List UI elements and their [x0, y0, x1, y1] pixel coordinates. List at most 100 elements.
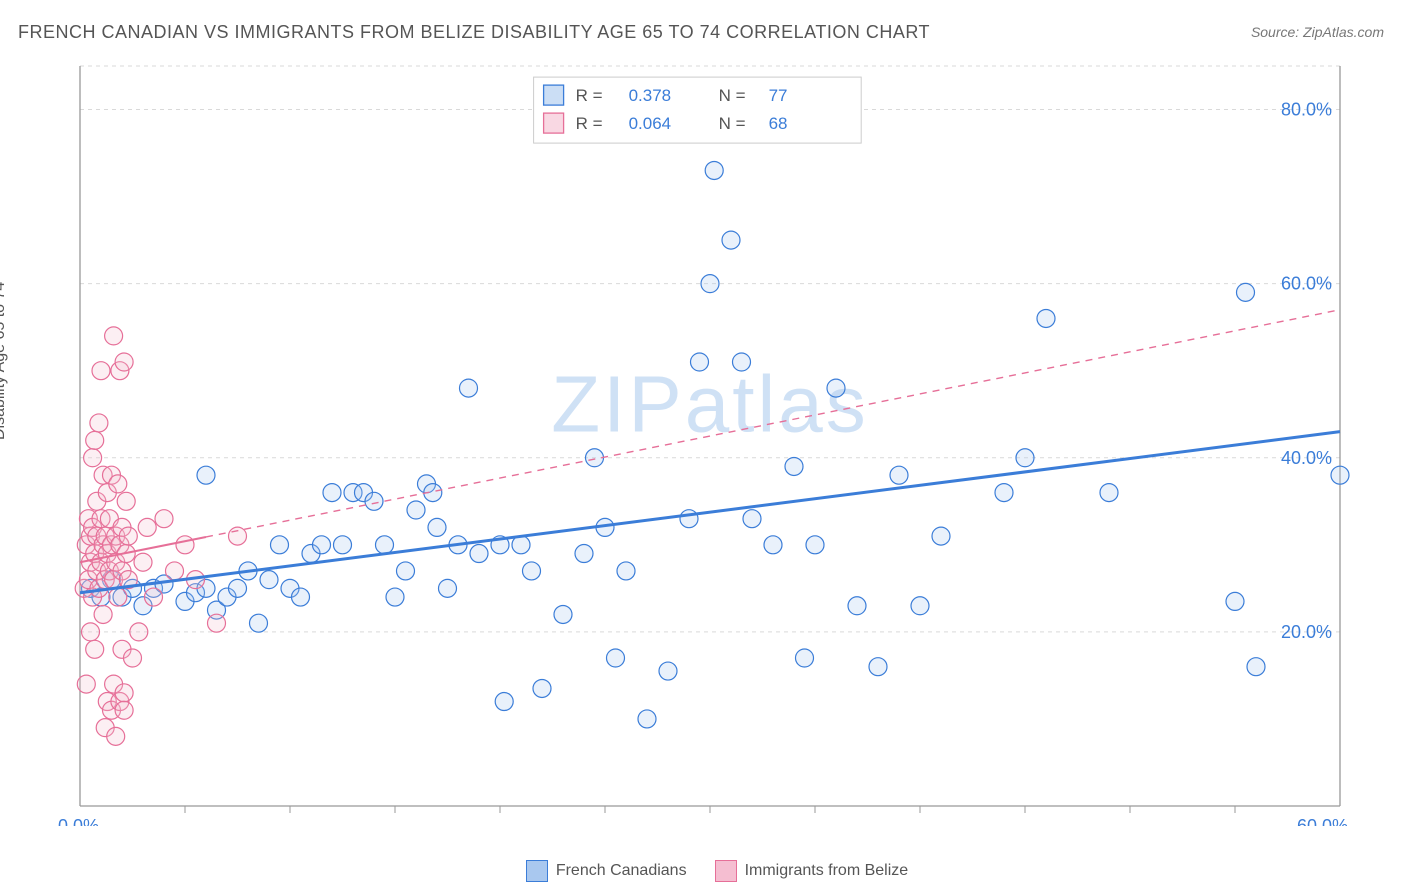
data-point — [386, 588, 404, 606]
data-point — [659, 662, 677, 680]
source-attribution: Source: ZipAtlas.com — [1251, 24, 1384, 40]
data-point — [869, 658, 887, 676]
data-point — [617, 562, 635, 580]
legend-swatch — [544, 113, 564, 133]
data-point — [607, 649, 625, 667]
watermark: ZIPatlas — [551, 360, 868, 449]
svg-text:0.378: 0.378 — [629, 86, 672, 105]
data-point — [155, 510, 173, 528]
data-point — [995, 484, 1013, 502]
svg-text:R =: R = — [576, 114, 603, 133]
data-point — [1247, 658, 1265, 676]
data-point — [1226, 592, 1244, 610]
data-point — [109, 588, 127, 606]
data-point — [638, 710, 656, 728]
data-point — [105, 327, 123, 345]
data-point — [1331, 466, 1349, 484]
x-tick-label: 0.0% — [58, 816, 99, 826]
legend-swatch — [526, 860, 548, 882]
legend-swatch — [544, 85, 564, 105]
data-point — [271, 536, 289, 554]
data-point — [932, 527, 950, 545]
legend-label: French Canadians — [556, 862, 687, 879]
data-point — [691, 353, 709, 371]
data-point — [208, 614, 226, 632]
data-point — [334, 536, 352, 554]
data-point — [397, 562, 415, 580]
data-point — [94, 605, 112, 623]
data-point — [848, 597, 866, 615]
data-point — [680, 510, 698, 528]
data-point — [722, 231, 740, 249]
data-point — [495, 693, 513, 711]
legend-label: Immigrants from Belize — [745, 862, 909, 879]
data-point — [460, 379, 478, 397]
bottom-legend: French Canadians Immigrants from Belize — [0, 860, 1406, 882]
data-point — [86, 431, 104, 449]
data-point — [92, 362, 110, 380]
data-point — [785, 457, 803, 475]
data-point — [701, 275, 719, 293]
data-point — [890, 466, 908, 484]
data-point — [77, 675, 95, 693]
data-point — [1237, 283, 1255, 301]
data-point — [407, 501, 425, 519]
data-point — [197, 466, 215, 484]
data-point — [130, 623, 148, 641]
y-tick-label: 40.0% — [1281, 448, 1332, 468]
data-point — [313, 536, 331, 554]
svg-text:N =: N = — [719, 114, 746, 133]
svg-text:N =: N = — [719, 86, 746, 105]
chart-title: FRENCH CANADIAN VS IMMIGRANTS FROM BELIZ… — [18, 22, 930, 43]
x-tick-label: 60.0% — [1297, 816, 1348, 826]
data-point — [764, 536, 782, 554]
trend-line — [80, 432, 1340, 593]
svg-text:77: 77 — [769, 86, 788, 105]
data-point — [911, 597, 929, 615]
data-point — [323, 484, 341, 502]
data-point — [166, 562, 184, 580]
data-point — [134, 553, 152, 571]
data-point — [124, 649, 142, 667]
data-point — [733, 353, 751, 371]
data-point — [115, 353, 133, 371]
data-point — [117, 492, 135, 510]
data-point — [827, 379, 845, 397]
y-tick-label: 60.0% — [1281, 274, 1332, 294]
svg-text:0.064: 0.064 — [629, 114, 672, 133]
y-axis-label: Disability Age 65 to 74 — [0, 282, 9, 440]
data-point — [439, 579, 457, 597]
data-point — [292, 588, 310, 606]
data-point — [554, 605, 572, 623]
data-point — [523, 562, 541, 580]
data-point — [533, 679, 551, 697]
data-point — [84, 449, 102, 467]
data-point — [138, 518, 156, 536]
svg-text:68: 68 — [769, 114, 788, 133]
y-tick-label: 80.0% — [1281, 100, 1332, 120]
data-point — [1037, 309, 1055, 327]
data-point — [365, 492, 383, 510]
data-point — [109, 475, 127, 493]
data-point — [115, 684, 133, 702]
svg-text:R =: R = — [576, 86, 603, 105]
data-point — [260, 571, 278, 589]
data-point — [428, 518, 446, 536]
data-point — [145, 588, 163, 606]
data-point — [107, 727, 125, 745]
scatter-plot: ZIPatlas 20.0% 40.0% 60.0% 80.0% 0.0% 60.0% R =… — [50, 56, 1350, 826]
data-point — [86, 640, 104, 658]
data-point — [82, 623, 100, 641]
data-point — [229, 579, 247, 597]
data-point — [743, 510, 761, 528]
data-point — [806, 536, 824, 554]
y-tick-label: 20.0% — [1281, 622, 1332, 642]
legend-swatch — [715, 860, 737, 882]
data-point — [796, 649, 814, 667]
data-point — [176, 536, 194, 554]
data-point — [1100, 484, 1118, 502]
data-point — [229, 527, 247, 545]
data-point — [1016, 449, 1034, 467]
data-point — [376, 536, 394, 554]
data-point — [250, 614, 268, 632]
